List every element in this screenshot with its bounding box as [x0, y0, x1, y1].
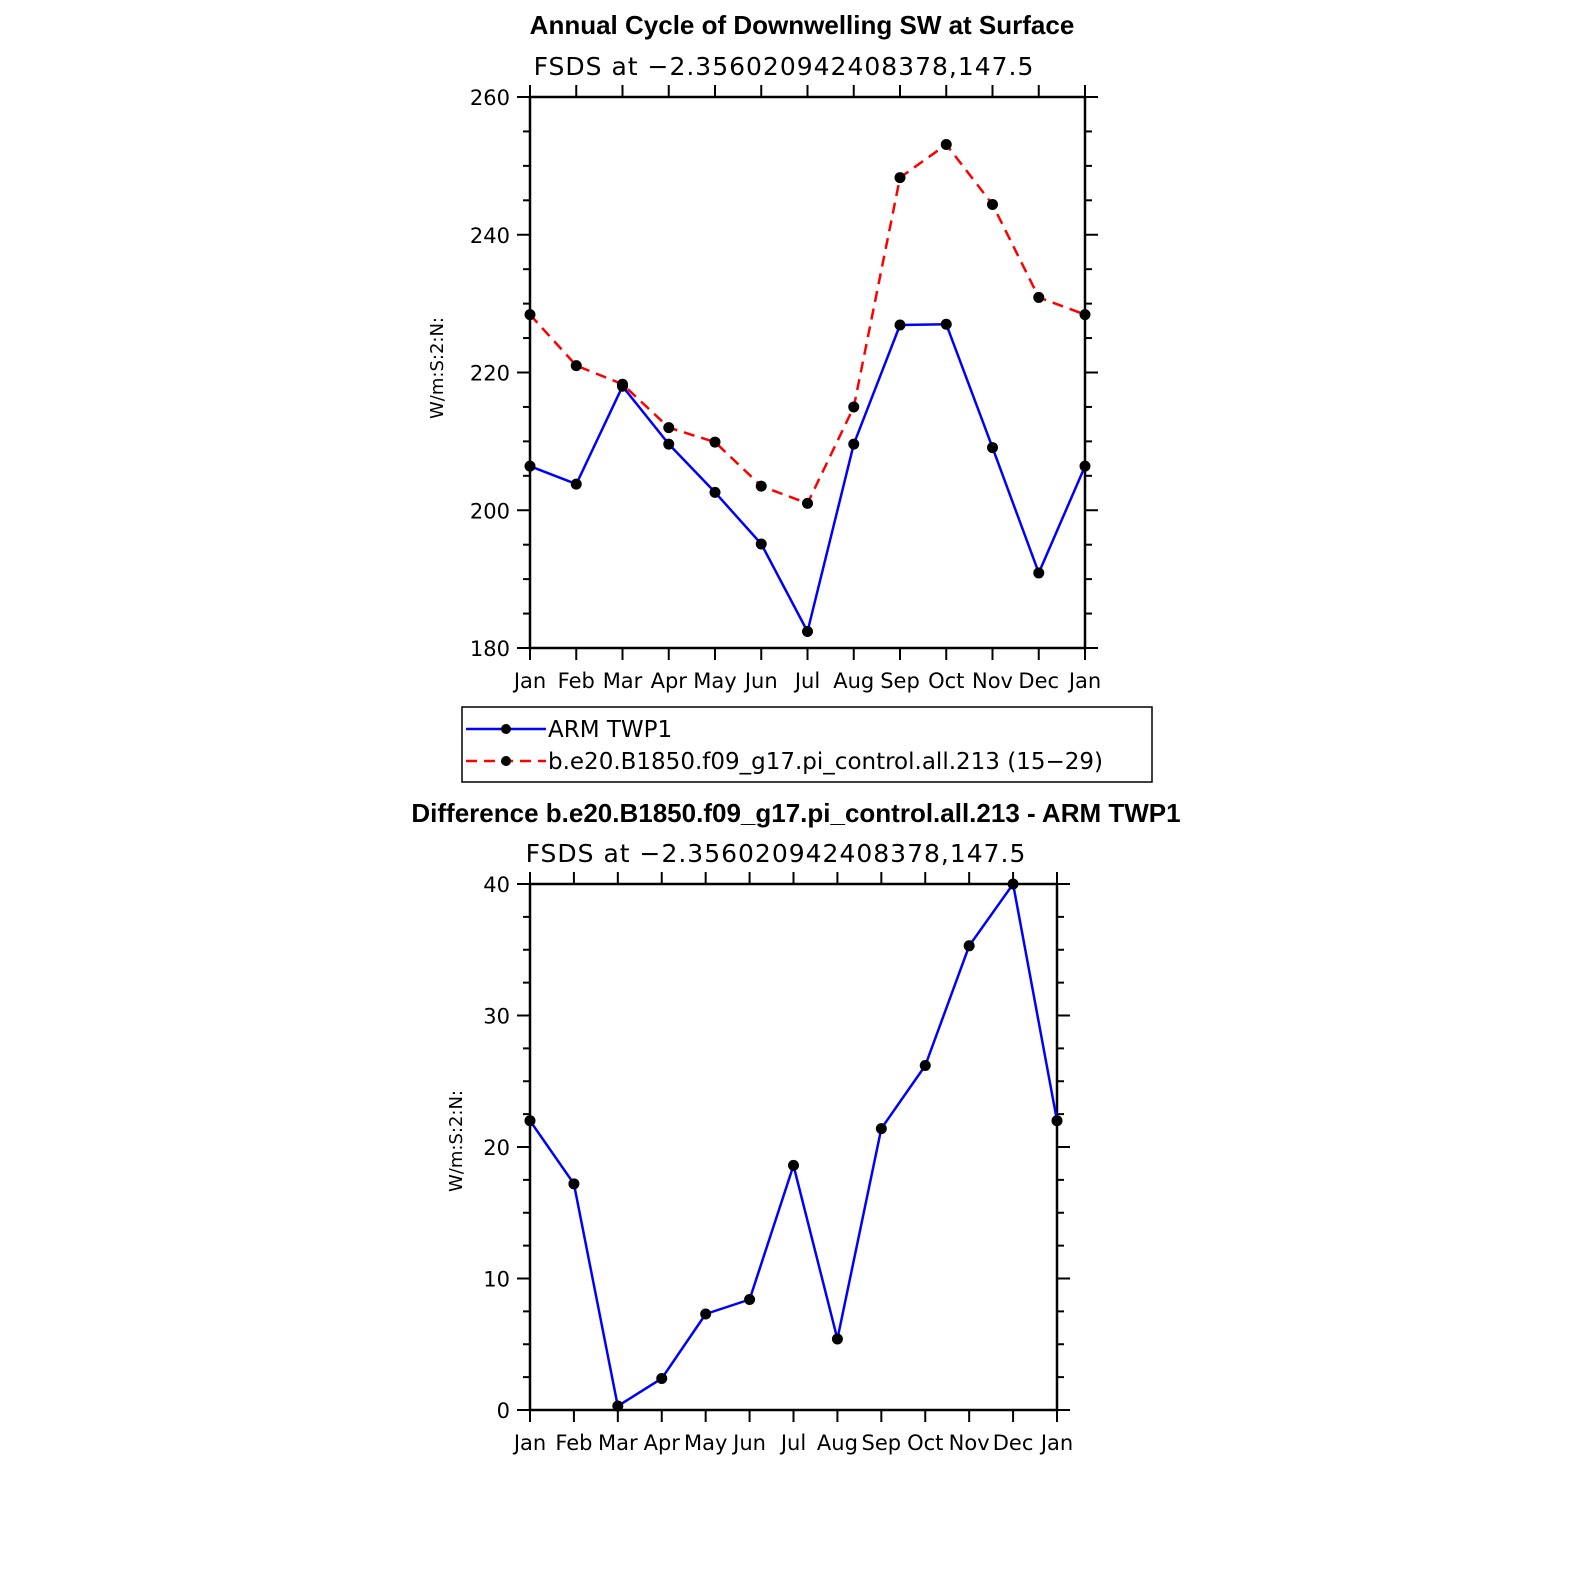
chart1-ytick-label: 220: [470, 362, 510, 386]
chart1-point: [848, 438, 860, 450]
chart2-point: [1051, 1115, 1063, 1127]
chart2-title: Difference b.e20.B1850.f09_g17.pi_contro…: [411, 798, 1180, 828]
chart1-subtitle: FSDS at −2.356020942408378,147.5: [534, 52, 1035, 81]
chart2-frame: [528, 882, 1059, 1412]
chart1-title: Annual Cycle of Downwelling SW at Surfac…: [530, 10, 1075, 40]
chart2-plot: Jan Feb Mar Apr May Jun Jul Aug Sep Oct Nov Dec Jan0…: [483, 872, 1073, 1455]
chart2-xtick-label: Nov: [949, 1431, 990, 1455]
chart2-series-obs-line: [528, 882, 1059, 1408]
chart2-xtick-label: Jun: [731, 1431, 766, 1455]
legend: ARM TWP1 b.e20.B1850.f09_g17.pi_control.…: [461, 706, 1153, 783]
chart1-point: [663, 422, 675, 434]
chart1-point: [802, 497, 813, 509]
chart1-point: [755, 538, 767, 550]
chart2-ytick-label: 10: [483, 1268, 510, 1292]
chart1-point: [663, 438, 675, 450]
chart2-xtick-label: Jul: [779, 1431, 806, 1455]
chart1-frame: [528, 95, 1087, 650]
chart1-xtick-label: Jul: [793, 669, 820, 693]
chart1-xtick-label: Jun: [743, 669, 778, 693]
chart2-point: [700, 1308, 712, 1320]
chart2-point: [524, 1115, 536, 1127]
chart1-series-model-line: [529, 143, 1086, 505]
chart1-point: [802, 625, 813, 637]
chart1-point: [570, 360, 582, 372]
chart2-ytick-label: 30: [483, 1005, 510, 1029]
chart1-point: [848, 401, 860, 413]
legend-box: [461, 706, 1153, 783]
chart2-xtick-label: Feb: [555, 1431, 592, 1455]
chart2-ytick-label: 20: [483, 1136, 510, 1160]
chart1-xtick-label: May: [693, 669, 736, 693]
chart1-point: [894, 172, 906, 184]
chart1-xtick-label: Aug: [833, 669, 874, 693]
legend-label-obs: ARM TWP1: [548, 717, 672, 743]
chart1-point: [524, 309, 536, 321]
chart2-xtick-label: May: [684, 1431, 727, 1455]
chart1-ytick-label: 260: [470, 86, 510, 110]
chart1-xtick-label: Oct: [928, 669, 964, 693]
chart1-point: [755, 480, 767, 492]
chart1-point: [617, 378, 628, 390]
chart1-xtick-label: Sep: [880, 669, 920, 693]
chart2-point: [788, 1159, 799, 1171]
chart2-xtick-label: Sep: [862, 1431, 902, 1455]
chart1-point: [709, 486, 721, 498]
chart2-point: [568, 1178, 580, 1190]
chart2-ytick-label: 0: [497, 1399, 510, 1423]
chart2-subtitle: FSDS at −2.356020942408378,147.5: [526, 839, 1027, 868]
chart2-point: [1007, 878, 1019, 890]
chart1-point: [1079, 309, 1091, 321]
chart2-point: [963, 940, 975, 952]
chart2-point: [875, 1123, 887, 1135]
chart2-xtick-label: Jan: [512, 1431, 546, 1455]
chart1-ytick-label: 240: [470, 224, 510, 248]
chart1-xtick-label: Apr: [651, 669, 688, 693]
chart1-xtick-label: Mar: [603, 669, 643, 693]
chart1-point: [1033, 291, 1045, 303]
chart1-point: [987, 442, 998, 454]
chart1-xtick-label: Dec: [1018, 669, 1059, 693]
chart2-point: [919, 1059, 931, 1071]
chart2-xtick-label: Mar: [598, 1431, 638, 1455]
chart2-ylabel: W/m:S:2:N:: [446, 1090, 467, 1192]
chart1-xtick-label: Jan: [1067, 669, 1101, 693]
chart2-xtick-label: Dec: [993, 1431, 1034, 1455]
chart1-point: [1033, 567, 1045, 579]
chart1-point: [709, 436, 721, 448]
chart1-ylabel: W/m:S:2:N:: [427, 317, 448, 419]
chart1-point: [940, 139, 952, 151]
chart2-xtick-label: Apr: [644, 1431, 681, 1455]
chart1-point: [894, 319, 906, 331]
chart2-point: [831, 1333, 843, 1345]
chart1-xtick-label: Nov: [972, 669, 1013, 693]
legend-label-model: b.e20.B1850.f09_g17.pi_control.all.213 (…: [548, 749, 1103, 775]
chart2-point: [744, 1294, 756, 1306]
chart2-xtick-label: Aug: [817, 1431, 858, 1455]
chart1-point: [524, 460, 536, 472]
chart2-xtick-label: Jan: [1039, 1431, 1073, 1455]
legend-marker-model: [501, 756, 511, 766]
chart2-ytick-label: 40: [483, 873, 510, 897]
chart2-point: [656, 1372, 668, 1384]
chart1-point: [1079, 460, 1091, 472]
legend-marker-obs: [501, 724, 511, 734]
chart1-xtick-label: Jan: [512, 669, 546, 693]
chart1-ytick-label: 200: [470, 499, 510, 523]
chart2-xtick-label: Oct: [907, 1431, 943, 1455]
chart1-point: [940, 318, 952, 330]
chart1-series-obs-line: [529, 323, 1087, 633]
chart2-point: [612, 1400, 624, 1412]
chart1-plot: Jan Feb Mar Apr May Jun Jul Aug Sep Oct Nov Dec Jan1…: [470, 85, 1101, 693]
chart1-ytick-label: 180: [470, 637, 510, 661]
chart1-xtick-label: Feb: [558, 669, 595, 693]
chart1-point: [987, 198, 998, 210]
chart1-point: [570, 478, 582, 490]
